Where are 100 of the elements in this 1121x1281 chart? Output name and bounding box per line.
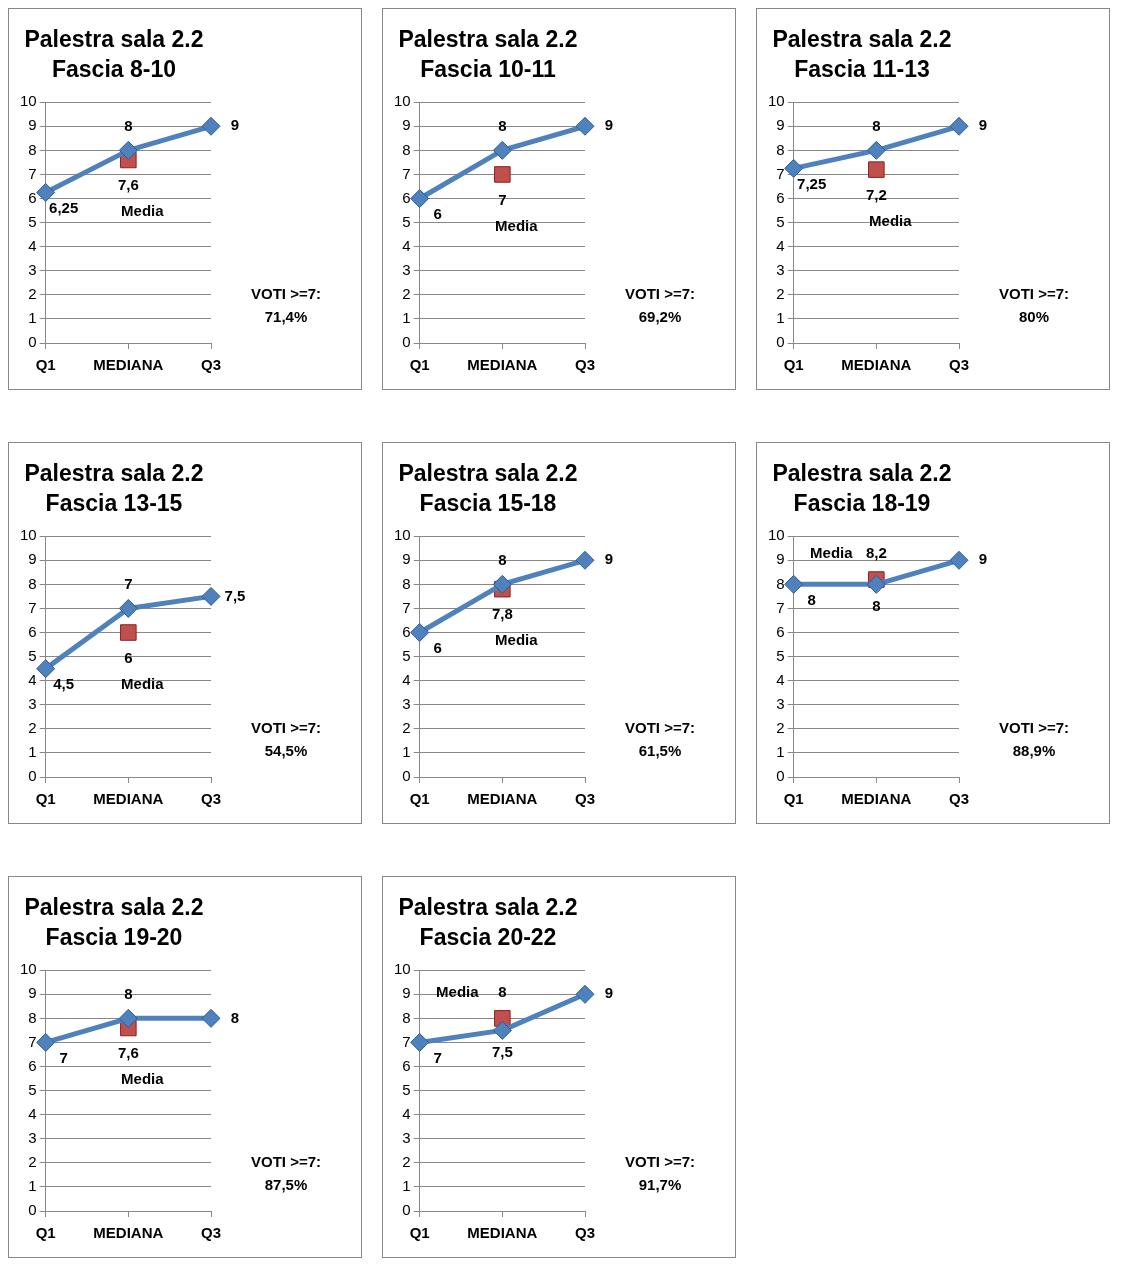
data-label: 7,8 [491, 605, 513, 623]
y-tick-label: 6 [776, 188, 785, 206]
chart-subtitle: Fascia 15-18 [419, 489, 557, 516]
y-tick-label: 3 [776, 694, 785, 712]
point [492, 140, 512, 160]
point [410, 1032, 430, 1052]
x-tick-label: Q1 [409, 790, 430, 808]
x-tick-label: MEDIANA [467, 356, 538, 374]
y-tick-label: 2 [776, 284, 785, 302]
chart-title: Palestra sala 2.2 [398, 26, 578, 53]
y-tick-label: 10 [394, 92, 411, 110]
x-tick-label: Q1 [35, 1224, 56, 1242]
text: VOTI >=7: [250, 718, 322, 736]
y-tick-label: 1 [402, 1177, 411, 1195]
data-label: 6,25 [49, 198, 79, 216]
data-label: 7 [498, 190, 507, 208]
series-label: Media [810, 543, 854, 561]
data-label: 7,5 [224, 586, 246, 604]
x-tick-label: Q3 [574, 1224, 596, 1242]
data-label: 7,6 [117, 1044, 139, 1062]
text: 71,4% [264, 307, 308, 325]
y-tick-label: 4 [28, 670, 37, 688]
x-tick-label: Q1 [783, 356, 804, 374]
data-label: 6 [433, 638, 442, 656]
y-tick-label: 3 [28, 260, 37, 278]
y-tick-label: 9 [28, 984, 37, 1002]
y-tick-label: 8 [776, 574, 785, 592]
y-tick-label: 7 [28, 598, 37, 616]
chart-subtitle: Fascia 19-20 [45, 923, 183, 950]
text: Media [121, 1070, 165, 1088]
y-tick-label: 9 [28, 550, 37, 568]
point [410, 189, 430, 209]
y-tick-label: 0 [776, 767, 785, 785]
data-label: 7 [124, 574, 133, 592]
y-tick-label: 3 [28, 1128, 37, 1146]
data-label: 8 [872, 596, 881, 614]
data-label: 8 [230, 1008, 240, 1026]
y-tick-label: 8 [402, 140, 411, 158]
y-tick-label: 7 [28, 164, 37, 182]
y-tick-label: 10 [20, 960, 37, 978]
point [492, 574, 512, 594]
y-tick-label: 2 [402, 1152, 411, 1170]
text: VOTI >=7: [998, 718, 1070, 736]
x-tick-label: Q1 [783, 790, 804, 808]
data-label: 8 [498, 116, 507, 134]
y-tick-label: 1 [28, 743, 37, 761]
chart-title: Palestra sala 2.2 [772, 460, 952, 487]
y-tick-label: 7 [402, 164, 411, 182]
text: 54,5% [264, 741, 308, 759]
chart-subtitle: Fascia 11-13 [794, 55, 930, 82]
y-tick-label: 4 [28, 1104, 37, 1122]
y-tick-label: 10 [394, 960, 411, 978]
text: Media [121, 202, 165, 220]
y-tick-label: 9 [776, 116, 785, 134]
y-tick-label: 0 [402, 767, 411, 785]
chart-subtitle: Fascia 20-22 [419, 923, 557, 950]
point [36, 1032, 56, 1052]
point [201, 116, 221, 136]
data-label: 9 [604, 984, 614, 1002]
y-tick-label: 3 [402, 260, 411, 278]
y-tick-label: 4 [776, 670, 785, 688]
y-tick-label: 7 [402, 1032, 411, 1050]
point [949, 550, 969, 570]
x-tick-label: MEDIANA [93, 1224, 164, 1242]
point [118, 598, 138, 618]
y-tick-label: 0 [776, 333, 785, 351]
text: VOTI >=7: [624, 718, 696, 736]
data-label: 9 [604, 550, 614, 568]
y-tick-label: 2 [776, 718, 785, 736]
y-tick-label: 0 [28, 1201, 37, 1219]
point [866, 574, 886, 594]
text: Media [495, 631, 539, 649]
point [118, 1008, 138, 1028]
y-tick-label: 6 [28, 1056, 37, 1074]
y-tick-label: 1 [776, 743, 785, 761]
x-tick-label: Q1 [409, 1224, 430, 1242]
x-tick-label: MEDIANA [93, 356, 164, 374]
chart-subtitle: Fascia 10-11 [420, 55, 556, 82]
y-tick-label: 9 [402, 550, 411, 568]
text: VOTI >=7: [624, 1152, 696, 1170]
text: Media [495, 216, 539, 234]
text: VOTI >=7: [624, 284, 696, 302]
y-tick-label: 0 [28, 333, 37, 351]
point [118, 140, 138, 160]
x-tick-label: Q1 [409, 356, 430, 374]
x-tick-label: Q3 [574, 790, 596, 808]
y-tick-label: 10 [394, 526, 411, 544]
point [575, 984, 595, 1004]
y-tick-label: 7 [776, 164, 785, 182]
chart-title: Palestra sala 2.2 [24, 460, 204, 487]
text: Media [869, 211, 913, 229]
point [201, 1008, 221, 1028]
data-label: 7 [433, 1048, 442, 1066]
point [36, 183, 56, 202]
x-tick-label: MEDIANA [93, 790, 164, 808]
y-tick-label: 9 [402, 984, 411, 1002]
y-tick-label: 1 [776, 309, 785, 327]
point [201, 586, 221, 606]
chart-title: Palestra sala 2.2 [398, 894, 578, 921]
data-label: 4,5 [53, 674, 75, 692]
